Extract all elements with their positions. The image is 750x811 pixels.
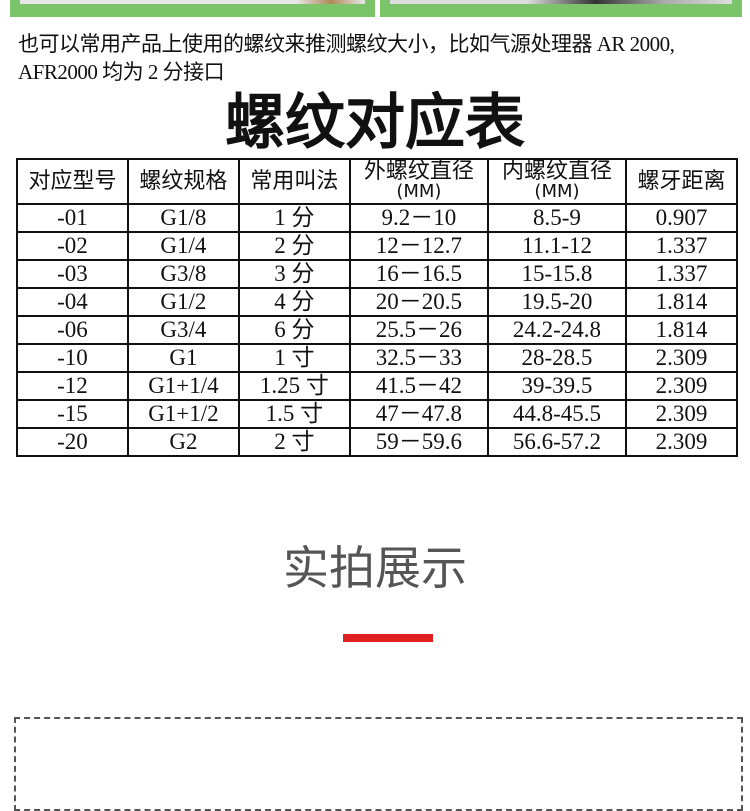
product-photo-right (380, 0, 742, 17)
table-cell: 1.5 寸 (237, 399, 351, 429)
table-cell: 1.814 (625, 287, 738, 317)
table-row: -10 G1 1 寸 32.5－33 28-28.5 2.309 (16, 343, 738, 373)
header-unit: (MM) (396, 180, 442, 202)
header-label: 对应型号 (28, 168, 117, 194)
intro-text: 也可以常用产品上使用的螺纹来推测螺纹大小，比如气源处理器 AR 2000, AF… (18, 32, 675, 84)
header-label: 外螺纹直径 (363, 158, 474, 184)
table-cell: 1.25 寸 (237, 371, 351, 401)
table-cell: 0.907 (625, 203, 738, 233)
table-cell: -20 (16, 427, 129, 457)
table-cell: -02 (16, 231, 129, 261)
table-cell: 20－20.5 (348, 287, 489, 317)
table-cell: -03 (16, 259, 129, 289)
column-header: 外螺纹直径 (MM) (348, 158, 489, 205)
table-cell: 39-39.5 (486, 371, 628, 401)
table-cell: 2.309 (625, 343, 738, 373)
header-unit: (MM) (534, 180, 580, 202)
table-cell: 2 分 (237, 231, 351, 261)
table-cell: 16－16.5 (348, 259, 489, 289)
table-cell: G1+1/4 (126, 371, 240, 401)
table-cell: G1 (126, 343, 240, 373)
table-row: -20 G2 2 寸 59－59.6 56.6-57.2 2.309 (16, 427, 738, 457)
table-cell: 8.5-9 (486, 203, 628, 233)
table-row: -03 G3/8 3 分 16－16.5 15-15.8 1.337 (16, 259, 738, 289)
table-cell: G2 (126, 427, 240, 457)
table-cell: 12－12.7 (348, 231, 489, 261)
column-header: 螺纹规格 (126, 158, 240, 205)
table-cell: 2 寸 (237, 427, 351, 457)
table-cell: 56.6-57.2 (486, 427, 628, 457)
dashed-frame (14, 717, 743, 811)
header-label: 螺牙距离 (637, 168, 726, 194)
page-title: 螺纹对应表 (225, 88, 525, 158)
table-cell: 4 分 (237, 287, 351, 317)
table-cell: 28-28.5 (486, 343, 628, 373)
table-cell: 47－47.8 (348, 399, 489, 429)
table-cell: -12 (16, 371, 129, 401)
table-cell: 32.5－33 (348, 343, 489, 373)
table-cell: 19.5-20 (486, 287, 628, 317)
table-cell: 1.337 (625, 259, 738, 289)
table-cell: 24.2-24.8 (486, 315, 628, 345)
table-row: -01 G1/8 1 分 9.2－10 8.5-9 0.907 (16, 203, 738, 233)
table-row: -06 G3/4 6 分 25.5－26 24.2-24.8 1.814 (16, 315, 738, 345)
table-cell: 15-15.8 (486, 259, 628, 289)
table-cell: -10 (16, 343, 129, 373)
table-cell: 1 寸 (237, 343, 351, 373)
table-cell: G1/2 (126, 287, 240, 317)
column-header: 螺牙距离 (625, 158, 738, 205)
table-cell: 2.309 (625, 399, 738, 429)
header-label: 螺纹规格 (139, 168, 228, 194)
table-cell: 11.1-12 (486, 231, 628, 261)
table-cell: -06 (16, 315, 129, 345)
section-title: 实拍展示 (283, 541, 467, 595)
accent-divider (343, 634, 433, 642)
table-cell: 2.309 (625, 427, 738, 457)
column-header: 对应型号 (16, 158, 129, 205)
table-cell: 3 分 (237, 259, 351, 289)
table-cell: -15 (16, 399, 129, 429)
table-cell: 1 分 (237, 203, 351, 233)
table-cell: G1+1/2 (126, 399, 240, 429)
table-cell: G1/4 (126, 231, 240, 261)
table-cell: 59－59.6 (348, 427, 489, 457)
table-row: -12 G1+1/4 1.25 寸 41.5－42 39-39.5 2.309 (16, 371, 738, 401)
table-cell: G1/8 (126, 203, 240, 233)
table-row: -02 G1/4 2 分 12－12.7 11.1-12 1.337 (16, 231, 738, 261)
table-cell: 25.5－26 (348, 315, 489, 345)
thread-table: 对应型号 螺纹规格 常用叫法 外螺纹直径 (MM) 内螺纹直径 (MM) 螺牙距离 -01 G1… (16, 158, 738, 457)
header-label: 内螺纹直径 (501, 158, 612, 184)
table-cell: 44.8-45.5 (486, 399, 628, 429)
column-header: 常用叫法 (237, 158, 351, 205)
table-cell: 1.814 (625, 315, 738, 345)
table-cell: 9.2－10 (348, 203, 489, 233)
header-label: 常用叫法 (250, 168, 339, 194)
table-cell: G3/8 (126, 259, 240, 289)
table-cell: -04 (16, 287, 129, 317)
table-cell: 1.337 (625, 231, 738, 261)
table-cell: G3/4 (126, 315, 240, 345)
table-row: -15 G1+1/2 1.5 寸 47－47.8 44.8-45.5 2.309 (16, 399, 738, 429)
table-cell: 41.5－42 (348, 371, 489, 401)
table-cell: -01 (16, 203, 129, 233)
table-cell: 2.309 (625, 371, 738, 401)
column-header: 内螺纹直径 (MM) (486, 158, 628, 205)
product-photo-left (10, 0, 375, 17)
table-row: -04 G1/2 4 分 20－20.5 19.5-20 1.814 (16, 287, 738, 317)
table-cell: 6 分 (237, 315, 351, 345)
